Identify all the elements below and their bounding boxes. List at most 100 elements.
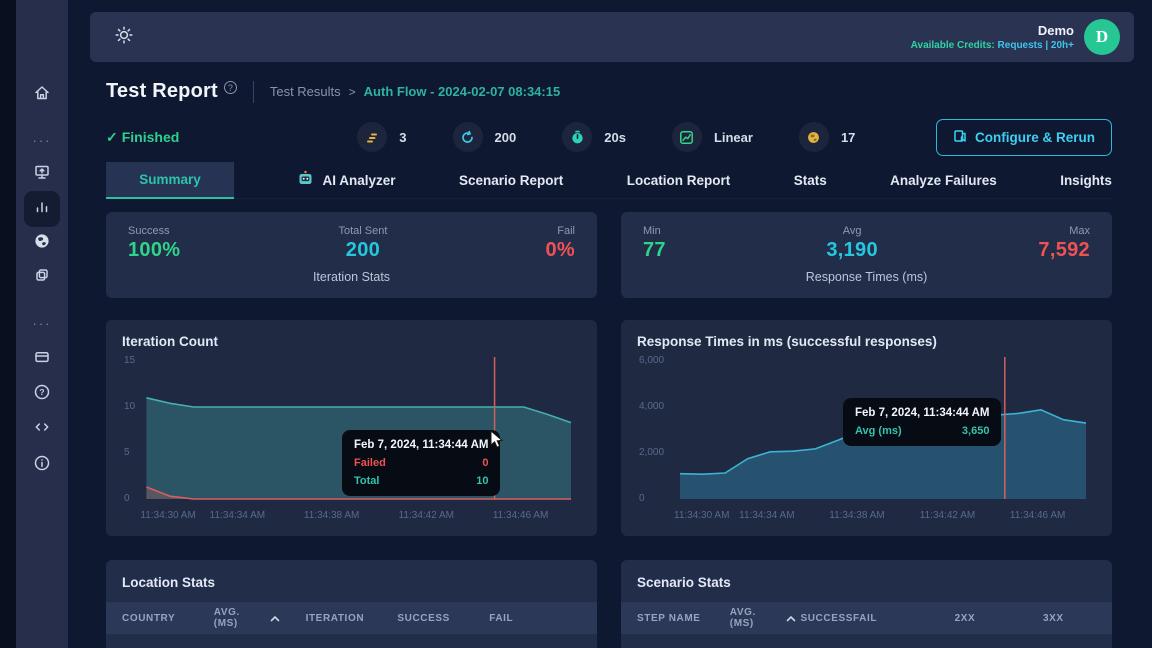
meta-steps: 3 — [357, 122, 407, 152]
sidebar-item-billing[interactable] — [24, 341, 60, 377]
table-title: Location Stats — [122, 575, 216, 590]
chart-tooltip: Feb 7, 2024, 11:34:44 AM Avg (ms) 3,650 — [843, 398, 1002, 446]
status-badge: ✓ Finished — [106, 129, 179, 146]
iteration-count-chart-card: Iteration Count 15 10 5 0 11:34:30 AM 11:34:3… — [106, 320, 597, 536]
sidebar-item-home[interactable] — [24, 77, 60, 113]
configure-rerun-button[interactable]: Configure & Rerun — [936, 118, 1112, 156]
credits-value: Requests | 20h+ — [997, 40, 1074, 51]
steps-icon — [357, 122, 388, 152]
column-3xx[interactable]: 3XX — [1042, 612, 1064, 624]
sidebar: ··· ··· ? — [16, 0, 68, 648]
sidebar-item-locations[interactable] — [24, 225, 60, 261]
sort-asc-icon[interactable] — [270, 615, 280, 622]
robot-icon — [297, 170, 314, 190]
avg-value: 3,190 — [826, 239, 878, 261]
sidebar-item-help[interactable]: ? — [24, 376, 60, 412]
divider — [252, 80, 254, 103]
column-avg-ms[interactable]: AVG. (MS) — [730, 607, 801, 630]
column-step-name[interactable]: STEP NAME — [637, 612, 701, 624]
globe-icon — [33, 232, 51, 255]
table-title: Scenario Stats — [637, 575, 731, 590]
breadcrumb-current: Auth Flow - 2024-02-07 08:34:15 — [363, 84, 561, 99]
breadcrumb-separator: > — [348, 84, 356, 99]
table-header-row: COUNTRY AVG. (MS) ITERATION SUCCESS FAIL — [106, 602, 597, 634]
tab-scenario-report[interactable]: Scenario Report — [458, 172, 564, 188]
code-icon — [33, 418, 51, 441]
tab-ai-analyzer[interactable]: AI Analyzer — [297, 170, 396, 190]
configure-icon — [953, 129, 967, 146]
bar-chart-icon — [33, 198, 51, 221]
tab-stats[interactable]: Stats — [793, 172, 827, 188]
tab-location-report[interactable]: Location Report — [626, 172, 731, 188]
total-sent-value: 200 — [345, 239, 381, 261]
credit-card-icon — [33, 348, 51, 371]
svg-text:?: ? — [39, 387, 44, 397]
location-stats-table: Location Stats COUNTRY AVG. (MS) ITERATI… — [106, 560, 597, 648]
card-caption: Iteration Stats — [312, 270, 391, 284]
tab-summary[interactable]: Summary — [106, 161, 234, 199]
check-icon: ✓ — [106, 128, 118, 145]
sidebar-item-info[interactable] — [24, 447, 60, 483]
tabs: Summary AI Analyzer Scenario Report Loca… — [106, 161, 1112, 199]
card-caption: Response Times (ms) — [805, 270, 928, 284]
column-country[interactable]: COUNTRY — [122, 612, 176, 624]
stats-tables: Location Stats COUNTRY AVG. (MS) ITERATI… — [106, 560, 1112, 648]
main-content: Demo Available Credits: Requests | 20h+ … — [68, 0, 1152, 648]
column-iteration[interactable]: ITERATION — [305, 612, 365, 624]
meta-locations: 17 — [798, 122, 855, 152]
table-header-row: STEP NAME AVG. (MS) SUCCESS FAIL 2XX 3XX — [621, 602, 1112, 634]
iteration-icon — [452, 122, 483, 152]
locations-icon — [798, 122, 829, 152]
min-value: 77 — [643, 239, 666, 261]
max-value: 7,592 — [1038, 239, 1090, 261]
help-circle-icon: ? — [33, 383, 51, 406]
sidebar-divider-dots-top: ··· — [32, 132, 52, 148]
duration-icon — [562, 122, 593, 152]
iteration-stats-card: Success 100% Total Sent 200 Fail 0% Iterati… — [106, 212, 597, 298]
copy-icon — [33, 266, 51, 289]
response-times-card: Min 77 Avg 3,190 Max 7,592 Response Times (… — [621, 212, 1112, 298]
sidebar-item-test-runner[interactable] — [24, 156, 60, 192]
tab-analyze-failures[interactable]: Analyze Failures — [890, 172, 997, 188]
avatar[interactable]: D — [1084, 19, 1120, 55]
breadcrumb-root[interactable]: Test Results — [269, 84, 341, 99]
tab-insights[interactable]: Insights — [1060, 172, 1112, 188]
chart-tooltip: Feb 7, 2024, 11:34:44 AM Failed 0 Total 10 — [342, 430, 501, 496]
column-success[interactable]: SUCCESS — [397, 612, 450, 624]
meta-duration: 20s — [562, 122, 626, 152]
sort-asc-icon[interactable] — [786, 615, 796, 622]
home-icon — [33, 84, 51, 107]
fail-value: 0% — [545, 239, 575, 261]
column-2xx[interactable]: 2XX — [954, 612, 976, 624]
summary-cards: Success 100% Total Sent 200 Fail 0% Iterati… — [106, 212, 1112, 298]
user-name: Demo — [1037, 23, 1074, 38]
sidebar-item-api[interactable] — [24, 411, 60, 447]
response-times-chart-card: Response Times in ms (successful respons… — [621, 320, 1112, 536]
theme-toggle-sun-icon[interactable] — [114, 25, 134, 50]
column-avg-ms[interactable]: AVG. (MS) — [214, 607, 306, 630]
column-fail[interactable]: FAIL — [489, 612, 514, 624]
meta-group: 3 200 20s Linear 17 — [357, 122, 855, 152]
status-label: Finished — [121, 129, 180, 145]
column-success[interactable]: SUCCESS — [800, 612, 854, 624]
credits-label: Available Credits: — [910, 40, 995, 51]
sidebar-item-duplicates[interactable] — [24, 259, 60, 295]
success-value: 100% — [128, 239, 181, 261]
title-help-icon[interactable]: ? — [223, 81, 237, 94]
chart-title: Iteration Count — [122, 334, 218, 349]
chart-title: Response Times in ms (successful respons… — [637, 334, 937, 349]
meta-iterations: 200 — [452, 122, 516, 152]
monitor-up-icon — [33, 163, 51, 186]
scenario-stats-table: Scenario Stats STEP NAME AVG. (MS) SUCCE… — [621, 560, 1112, 648]
column-fail[interactable]: FAIL — [853, 612, 878, 624]
user-block: Demo Available Credits: Requests | 20h+ — [911, 23, 1074, 51]
page-title: Test Report — [106, 80, 218, 102]
meta-load-type: Linear — [671, 122, 753, 152]
sidebar-divider-dots-bottom: ··· — [32, 315, 52, 331]
charts: Iteration Count 15 10 5 0 11:34:30 AM 11:34:3… — [106, 320, 1112, 536]
sidebar-item-reports[interactable] — [24, 191, 60, 227]
credits: Available Credits: Requests | 20h+ — [911, 40, 1074, 51]
load-type-icon — [671, 122, 702, 152]
status-row: ✓ Finished 3 200 20s Linear — [106, 117, 1112, 157]
